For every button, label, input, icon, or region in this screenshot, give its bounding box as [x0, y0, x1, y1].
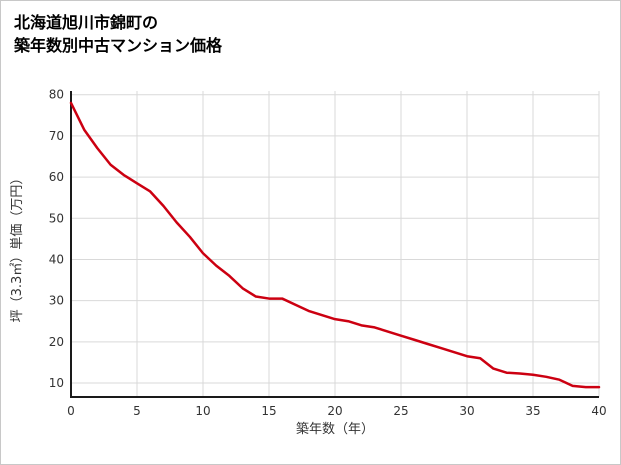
y-axis-title: 坪（3.3㎡）単価（万円）: [9, 172, 25, 323]
x-tick-label: 35: [525, 404, 540, 418]
price-line-series: [69, 101, 601, 389]
y-tick-label: 60: [49, 170, 64, 184]
y-tick-label: 30: [49, 294, 64, 308]
x-tick-label: 5: [133, 404, 141, 418]
y-tick-label: 70: [49, 129, 64, 143]
x-tick-label: 25: [393, 404, 408, 418]
page-title: 北海道旭川市錦町の 築年数別中古マンション価格: [14, 11, 222, 57]
price-age-line-chart: 坪（3.3㎡）単価（万円） 築年数（年） 0 5 10 15 20 25 30 35 40 10 2…: [9, 88, 607, 437]
y-tick-label: 10: [49, 376, 64, 390]
x-tick-label: 30: [459, 404, 474, 418]
y-tick-label: 20: [49, 335, 64, 349]
x-tick-label: 10: [195, 404, 210, 418]
y-tick-label: 80: [49, 88, 64, 102]
x-tick-label: 15: [261, 404, 276, 418]
x-axis-title: 築年数（年）: [296, 422, 374, 437]
y-tick-label: 40: [49, 252, 64, 266]
page-title-line-1: 北海道旭川市錦町の: [14, 13, 159, 32]
x-tick-label: 40: [591, 404, 606, 418]
x-tick-label: 0: [67, 404, 75, 418]
y-tick-label: 50: [49, 211, 64, 225]
page-title-line-2: 築年数別中古マンション価格: [14, 36, 223, 55]
x-tick-label: 20: [327, 404, 342, 418]
